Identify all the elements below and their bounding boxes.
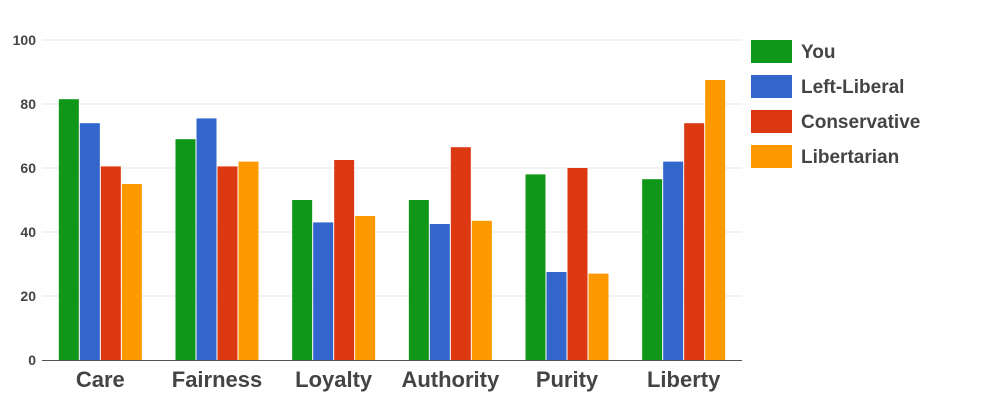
x-tick-label: Loyalty: [295, 367, 373, 392]
x-tick-label: Authority: [401, 367, 500, 392]
legend-swatch: [751, 40, 792, 63]
bar-conservative-care: [100, 166, 121, 360]
x-tick-label: Fairness: [172, 367, 263, 392]
bars: [58, 80, 726, 361]
x-tick-label: Care: [76, 367, 125, 392]
bar-you-liberty: [642, 179, 663, 360]
gridlines: [42, 39, 742, 297]
y-axis-ticks: 0 20 40 60 80 100: [13, 32, 37, 368]
bar-libertarian-care: [121, 184, 142, 360]
bar-conservative-purity: [567, 168, 588, 360]
bar-conservative-authority: [450, 147, 471, 360]
x-axis-ticks: Care Fairness Loyalty Authority Purity Libert…: [76, 367, 721, 392]
bar-you-care: [58, 99, 79, 360]
x-tick-label: Liberty: [647, 367, 721, 392]
bar-conservative-liberty: [684, 123, 705, 360]
bar-libertarian-purity: [588, 273, 609, 360]
bar-left-liberal-liberty: [663, 161, 684, 360]
legend-swatch: [751, 110, 792, 133]
bar-left-liberal-fairness: [196, 118, 217, 361]
legend-label: You: [801, 42, 835, 63]
legend: You Left-Liberal Conservative Libertarian: [751, 40, 920, 168]
bar-conservative-fairness: [217, 166, 238, 360]
legend-label: Conservative: [801, 112, 920, 133]
x-tick-label: Purity: [536, 367, 599, 392]
bar-you-fairness: [175, 139, 196, 360]
bar-libertarian-loyalty: [355, 216, 376, 360]
bar-libertarian-liberty: [705, 80, 726, 360]
bar-conservative-loyalty: [334, 160, 355, 360]
bar-libertarian-fairness: [238, 161, 259, 360]
y-tick-label: 60: [20, 160, 36, 176]
bar-left-liberal-care: [79, 123, 100, 360]
y-tick-label: 20: [20, 288, 36, 304]
y-tick-label: 0: [28, 352, 36, 368]
legend-label: Left-Liberal: [801, 77, 904, 98]
legend-swatch: [751, 145, 792, 168]
bar-libertarian-authority: [471, 220, 492, 360]
y-tick-label: 100: [13, 32, 37, 48]
bar-you-loyalty: [292, 200, 313, 360]
bar-left-liberal-purity: [546, 272, 567, 360]
bar-left-liberal-loyalty: [313, 222, 334, 360]
y-tick-label: 80: [20, 96, 36, 112]
bar-left-liberal-authority: [429, 224, 450, 360]
y-tick-label: 40: [20, 224, 36, 240]
legend-label: Libertarian: [801, 147, 899, 168]
bar-you-purity: [525, 174, 546, 360]
legend-swatch: [751, 75, 792, 98]
bar-you-authority: [408, 200, 429, 360]
